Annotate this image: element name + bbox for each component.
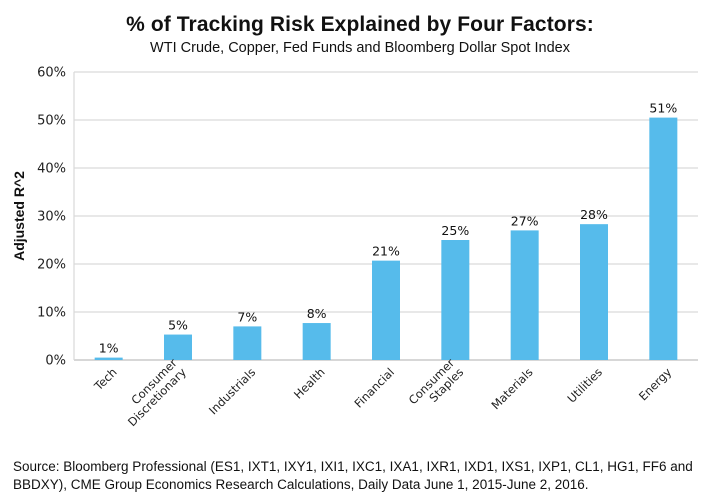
x-tick-label-line: Financial (351, 365, 397, 411)
y-tick-label: 60% (37, 66, 66, 81)
chart-subtitle: WTI Crude, Copper, Fed Funds and Bloombe… (150, 40, 570, 56)
x-tick-label: Energy (636, 365, 675, 404)
x-tick-label: Materials (488, 365, 535, 412)
x-tick-label-line: Tech (91, 365, 120, 394)
x-tick-label: Financial (351, 365, 397, 411)
x-tick-label: Industrials (206, 365, 258, 417)
data-labels: 1% 5% 7% 8% 21% 25% 27% 28% 51% (99, 101, 678, 356)
bar (649, 117, 678, 360)
y-tick-label: 50% (37, 114, 66, 129)
x-tick-label-line: Utilities (564, 365, 605, 406)
source-line-1: Source: Bloomberg Professional (ES1, IXT… (13, 459, 693, 474)
data-label: 5% (168, 318, 188, 333)
bar (233, 326, 262, 360)
y-tick-label: 20% (37, 258, 66, 273)
x-tick-label-line: Industrials (206, 365, 258, 417)
data-label: 8% (307, 306, 327, 321)
bar-chart: 0% 10% 20% 30% 40% 50% 60% 1% 5% 7% 8% 21% 25% 27% 28… (11, 66, 698, 429)
data-label: 25% (441, 223, 469, 238)
y-tick-label: 0% (45, 354, 66, 369)
bar (441, 240, 470, 360)
data-label: 27% (511, 213, 539, 228)
y-tick-label: 40% (37, 162, 66, 177)
source-note: Source: Bloomberg Professional (ES1, IXT… (13, 458, 713, 494)
data-label: 7% (237, 309, 257, 324)
bar (164, 334, 192, 360)
y-tick-label: 10% (37, 306, 66, 321)
y-axis-label: Adjusted R^2 (11, 171, 27, 261)
x-tick-label-line: Materials (488, 365, 535, 412)
x-tick-label-line: Energy (636, 365, 675, 404)
bar (302, 323, 331, 360)
data-label: 1% (99, 341, 119, 356)
bar (510, 230, 539, 360)
x-tick-label: Tech (91, 365, 120, 394)
x-tick-label-line: Health (291, 365, 328, 402)
data-label: 28% (580, 207, 608, 222)
y-axis-ticks: 0% 10% 20% 30% 40% 50% 60% (37, 66, 66, 369)
x-tick-label: Health (291, 365, 328, 402)
bars (94, 117, 678, 360)
data-label: 51% (649, 101, 677, 116)
bar (372, 260, 400, 360)
data-label: 21% (372, 244, 400, 259)
bar (94, 357, 123, 360)
source-line-2: BBDXY), CME Group Economics Research Cal… (13, 477, 589, 492)
bar (580, 224, 608, 360)
chart-title: % of Tracking Risk Explained by Four Fac… (126, 13, 594, 36)
y-tick-label: 30% (37, 210, 66, 225)
x-tick-label: Utilities (564, 365, 605, 406)
